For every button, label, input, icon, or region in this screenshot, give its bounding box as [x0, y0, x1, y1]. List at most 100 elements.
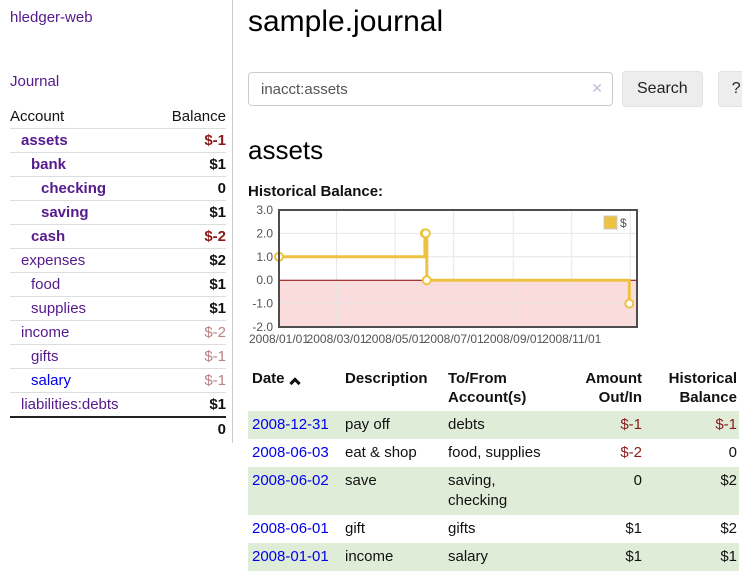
transaction-description: pay off: [345, 416, 390, 433]
clear-search-icon[interactable]: ✕: [591, 80, 603, 96]
transaction-description: save: [345, 472, 377, 489]
help-button[interactable]: ?: [717, 71, 742, 107]
sort-ascending-icon: [288, 377, 301, 389]
register-row: 2008-06-01 gift gifts $1 $2: [248, 515, 739, 543]
sidebar-item-journal[interactable]: Journal: [10, 73, 60, 90]
transaction-date-link[interactable]: 2008-06-03: [252, 444, 329, 461]
transaction-balance: 0: [728, 444, 737, 461]
account-link-gifts[interactable]: gifts: [31, 348, 59, 365]
account-link-salary[interactable]: salary: [31, 372, 72, 389]
account-balance: $2: [209, 252, 226, 269]
account-heading: assets: [248, 135, 324, 165]
transaction-date-link[interactable]: 2008-06-01: [252, 520, 329, 537]
chart-marker: [624, 298, 635, 309]
transaction-amount: $-2: [620, 444, 642, 461]
account-row: cash $-2: [10, 224, 226, 249]
transaction-date-link[interactable]: 2008-01-01: [252, 548, 329, 565]
accounts-total-balance: 0: [154, 416, 226, 441]
transaction-date-link[interactable]: 2008-12-31: [252, 416, 329, 433]
transaction-amount: $-1: [620, 416, 642, 433]
app-brand-link[interactable]: hledger-web: [10, 9, 93, 26]
account-row: checking 0: [10, 176, 226, 201]
account-link-saving[interactable]: saving: [41, 204, 89, 221]
account-link-income[interactable]: income: [21, 324, 70, 341]
register-row: 2008-06-03 eat & shop food, supplies $-2…: [248, 439, 739, 467]
account-row: bank $1: [10, 152, 226, 177]
chart-border: [278, 209, 638, 328]
chart-ytick-label: -2.0: [252, 320, 273, 334]
account-link-cash[interactable]: cash: [31, 228, 66, 245]
account-link-food[interactable]: food: [31, 276, 61, 293]
register-row: 2008-06-02 save saving, checking 0 $2: [248, 467, 739, 515]
account-balance: 0: [217, 180, 226, 197]
transaction-balance: $1: [720, 548, 737, 565]
accounts-header-balance: Balance: [171, 108, 226, 125]
chart-ytick-label: -1.0: [252, 297, 273, 311]
account-row: income $-2: [10, 320, 226, 345]
chart-xtick-label: 2008/11/01: [542, 332, 601, 346]
chart-xtick-label: 2008/01/01: [249, 332, 309, 346]
chart-ytick-label: 1.0: [256, 250, 273, 264]
chart-title: Historical Balance:: [248, 183, 384, 200]
account-link-bank[interactable]: bank: [31, 156, 67, 173]
account-balance: $1: [209, 204, 226, 221]
search-button[interactable]: Search: [622, 71, 703, 107]
page-title: sample.journal: [248, 5, 444, 38]
transaction-balance: $2: [720, 472, 737, 489]
transaction-amount: $1: [625, 520, 642, 537]
account-balance: $1: [209, 276, 226, 293]
chart-xtick-label: 2008/09/01: [483, 332, 543, 346]
account-balance: $-1: [204, 372, 226, 389]
register-row: 2008-01-01 income salary $1 $1: [248, 543, 739, 571]
accounts-header-account: Account: [10, 108, 65, 125]
sidebar: hledger-web Journal Account Balance asse…: [0, 0, 233, 443]
register-header-amount: Amount Out/In: [585, 370, 642, 406]
chart-ytick-label: 0.0: [256, 273, 273, 287]
register-header-description: Description: [345, 370, 428, 387]
chart-ytick-label: 2.0: [256, 226, 273, 240]
account-row: saving $1: [10, 200, 226, 225]
chart-xtick-label: 2008/05/01: [365, 332, 425, 346]
chart-xtick-label: 2008/07/01: [424, 332, 484, 346]
chart-legend-label: $: [620, 216, 627, 230]
account-balance: $-2: [204, 228, 226, 245]
transaction-amount: $1: [625, 548, 642, 565]
account-link-expenses[interactable]: expenses: [21, 252, 86, 269]
main-content: sample.journal ✕ Search ? assets Histori…: [233, 0, 742, 571]
account-balance: $1: [209, 396, 226, 413]
account-balance: $1: [209, 300, 226, 317]
account-link-assets[interactable]: assets: [21, 132, 68, 149]
account-link-supplies[interactable]: supplies: [31, 300, 87, 317]
accounts-total-row: 0: [10, 416, 226, 441]
account-balance: $1: [209, 156, 226, 173]
account-balance: $-1: [204, 348, 226, 365]
transaction-accounts: debts: [448, 416, 485, 433]
register-header-date[interactable]: Date: [248, 367, 345, 411]
account-row: supplies $1: [10, 296, 226, 321]
account-balance: $-1: [204, 132, 226, 149]
chart-marker: [420, 228, 431, 239]
account-row: assets $-1: [10, 128, 226, 153]
transaction-description: eat & shop: [345, 444, 417, 461]
account-link-checking[interactable]: checking: [41, 180, 107, 197]
account-row: food $1: [10, 272, 226, 297]
register-row: 2008-12-31 pay off debts $-1 $-1: [248, 411, 739, 439]
transaction-date-link[interactable]: 2008-06-02: [252, 472, 329, 489]
chart-legend-swatch: [603, 215, 618, 230]
chart-svg: $3.0 2.0 1.0 0.0 -1.0 -2.02008/01/012008/03/0…: [249, 205, 638, 346]
register-header-balance: Historical Balance: [668, 370, 737, 406]
transaction-amount: 0: [633, 472, 642, 489]
transaction-balance: $2: [720, 520, 737, 537]
account-row: salary $-1: [10, 368, 226, 393]
register-table: Date Description To/From Account(s) Amou…: [248, 367, 739, 571]
account-link-liabilities-debts[interactable]: liabilities:debts: [21, 396, 119, 413]
transaction-accounts: salary: [448, 548, 489, 565]
search-form: ✕ Search ?: [248, 71, 742, 107]
transaction-description: gift: [345, 520, 366, 537]
chart-marker: [421, 275, 432, 286]
search-input[interactable]: [248, 72, 613, 106]
account-balance: $-2: [204, 324, 226, 341]
account-row: expenses $2: [10, 248, 226, 273]
chart-xtick-label: 2008/03/01: [307, 332, 367, 346]
account-row: gifts $-1: [10, 344, 226, 369]
